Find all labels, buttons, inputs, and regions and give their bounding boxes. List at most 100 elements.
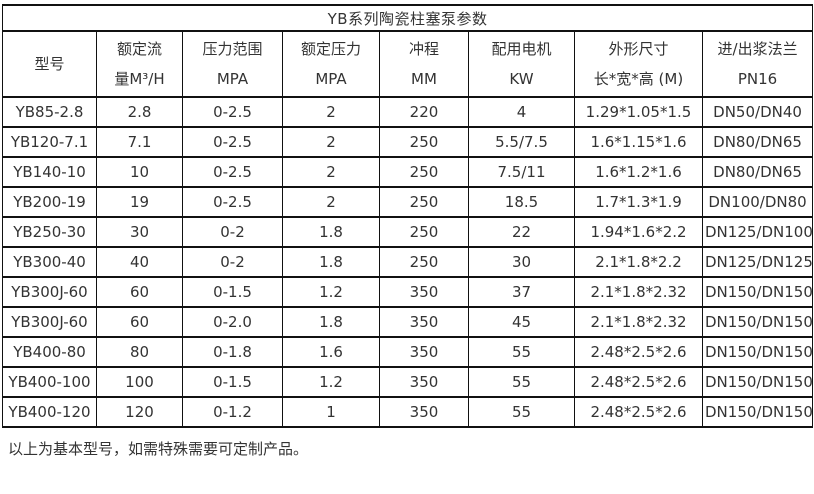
- column-header: 额定压力 MPA: [282, 30, 380, 98]
- table-cell: 19: [96, 186, 183, 218]
- table-cell: 1.8: [282, 216, 380, 248]
- column-header-line: 进/出浆法兰: [717, 40, 798, 58]
- table-cell: YB140-10: [2, 156, 97, 188]
- table-cell: 1.2: [282, 276, 380, 308]
- table-cell: 2.48*2.5*2.6: [574, 336, 703, 368]
- table-cell: 350: [379, 276, 469, 308]
- column-header-line: 型号: [34, 55, 65, 73]
- table-body: YB85-2.8 2.8 0-2.5 2 220 4 1.29*1.05*1.5 DN50/D…: [2, 96, 814, 428]
- table-cell: YB300-40: [2, 246, 97, 278]
- table-cell: 120: [96, 396, 183, 428]
- table-cell: 0-2: [182, 246, 283, 278]
- table-cell: 250: [379, 186, 469, 218]
- column-header-line: 额定流: [116, 40, 162, 58]
- table-cell: 2.48*2.5*2.6: [574, 396, 703, 428]
- table-cell: DN150/DN150: [701, 276, 814, 308]
- table-row: YB300J-60 60 0-2.0 1.8 350 45 2.1*1.8*2.32 DN15…: [2, 306, 814, 338]
- table-cell: 1.8: [282, 306, 380, 338]
- table-cell: DN150/DN150: [701, 336, 814, 368]
- table-cell: 250: [379, 156, 469, 188]
- table-cell: 1.7*1.3*1.9: [574, 186, 703, 218]
- table-row: YB200-19 19 0-2.5 2 250 18.5 1.7*1.3*1.9 DN100/…: [2, 186, 814, 218]
- table-cell: YB300J-60: [2, 276, 97, 308]
- table-cell: 0-1.5: [182, 276, 283, 308]
- table-cell: YB400-100: [2, 366, 97, 398]
- column-header: 压力范围 MPA: [182, 30, 283, 98]
- table-cell: 0-1.5: [182, 366, 283, 398]
- table-cell: 1.6*1.2*1.6: [574, 156, 703, 188]
- table-cell: DN150/DN150: [701, 396, 814, 428]
- table-cell: 2.1*1.8*2.2: [574, 246, 703, 278]
- table-cell: 4: [468, 96, 575, 128]
- table-cell: 37: [468, 276, 575, 308]
- table-row: YB250-30 30 0-2 1.8 250 22 1.94*1.6*2.2 DN125/D…: [2, 216, 814, 248]
- table-row: YB400-100 100 0-1.5 1.2 350 55 2.48*2.5*2.6 DN1…: [2, 366, 814, 398]
- table-cell: 45: [468, 306, 575, 338]
- table-cell: 2: [282, 156, 380, 188]
- table-row: YB400-80 80 0-1.8 1.6 350 55 2.48*2.5*2.6 DN150…: [2, 336, 814, 368]
- table-cell: 5.5/7.5: [468, 126, 575, 158]
- table-cell: 55: [468, 336, 575, 368]
- table-cell: 1.8: [282, 246, 380, 278]
- table-cell: DN125/DN100: [701, 216, 814, 248]
- table-cell: 7.1: [96, 126, 183, 158]
- column-header: 配用电机 KW: [468, 30, 575, 98]
- table-cell: 1.29*1.05*1.5: [574, 96, 703, 128]
- table-cell: 2: [282, 186, 380, 218]
- table-row: YB300J-60 60 0-1.5 1.2 350 37 2.1*1.8*2.32 DN15…: [2, 276, 814, 308]
- table-cell: 0-2.5: [182, 156, 283, 188]
- column-header: 外形尺寸长*宽*高 (M): [574, 30, 703, 98]
- table-cell: 10: [96, 156, 183, 188]
- table-cell: 1.6: [282, 336, 380, 368]
- column-header-line: KW: [509, 70, 534, 88]
- table-cell: YB120-7.1: [2, 126, 97, 158]
- table-cell: 0-1.2: [182, 396, 283, 428]
- table-cell: 0-2.5: [182, 126, 283, 158]
- table-cell: 30: [468, 246, 575, 278]
- table-cell: YB400-120: [2, 396, 97, 428]
- table-cell: 55: [468, 366, 575, 398]
- table-cell: 220: [379, 96, 469, 128]
- table-row: YB140-10 10 0-2.5 2 250 7.5/11 1.6*1.2*1.6 DN80…: [2, 156, 814, 188]
- table-cell: 1.6*1.15*1.6: [574, 126, 703, 158]
- table-cell: 55: [468, 396, 575, 428]
- table-cell: 30: [96, 216, 183, 248]
- footer-note: 以上为基本型号，如需特殊需要可定制产品。: [8, 440, 309, 458]
- column-header-line: MPA: [315, 70, 347, 88]
- column-header-line: 外形尺寸: [608, 40, 669, 58]
- table-cell: 18.5: [468, 186, 575, 218]
- table-cell: DN100/DN80: [701, 186, 814, 218]
- page: YB系列陶瓷柱塞泵参数 型号 额定流 量M³/H 压力范围 MPA 额定压力 MPA 冲程 MM…: [1, 4, 814, 458]
- column-header-line: MPA: [216, 70, 249, 88]
- table-row: YB120-7.1 7.1 0-2.5 2 250 5.5/7.5 1.6*1.15*1.6…: [2, 126, 814, 158]
- column-header: 型号: [2, 30, 97, 98]
- table-cell: 2.8: [96, 96, 183, 128]
- table-cell: 60: [96, 306, 183, 338]
- table-cell: DN125/DN125: [701, 246, 814, 278]
- table-title: YB系列陶瓷柱塞泵参数: [1, 4, 814, 32]
- table-cell: YB85-2.8: [2, 96, 97, 128]
- table-cell: 350: [379, 366, 469, 398]
- column-header-line: 配用电机: [491, 40, 552, 58]
- table-cell: 40: [96, 246, 183, 278]
- table-cell: 2.1*1.8*2.32: [574, 306, 703, 338]
- table-cell: 2: [282, 96, 380, 128]
- table-cell: 1.2: [282, 366, 380, 398]
- column-header: 冲程 MM: [379, 30, 469, 98]
- column-header: 进/出浆法兰 PN16: [701, 30, 814, 98]
- table-cell: DN150/DN150: [701, 366, 814, 398]
- table-cell: 1.94*1.6*2.2: [574, 216, 703, 248]
- table-cell: DN150/DN150: [701, 306, 814, 338]
- column-header-line: 长*宽*高 (M): [593, 70, 684, 88]
- table-cell: 250: [379, 126, 469, 158]
- table-cell: 60: [96, 276, 183, 308]
- table-cell: 1: [282, 396, 380, 428]
- column-header-line: 冲程: [408, 40, 439, 58]
- table-cell: 0-2.0: [182, 306, 283, 338]
- title-row: YB系列陶瓷柱塞泵参数: [1, 4, 814, 32]
- table-cell: 250: [379, 216, 469, 248]
- table-cell: YB250-30: [2, 216, 97, 248]
- table-cell: DN50/DN40: [701, 96, 814, 128]
- table-cell: 0-1.8: [182, 336, 283, 368]
- table-row: YB300-40 40 0-2 1.8 250 30 2.1*1.8*2.2 DN125/DN…: [2, 246, 814, 278]
